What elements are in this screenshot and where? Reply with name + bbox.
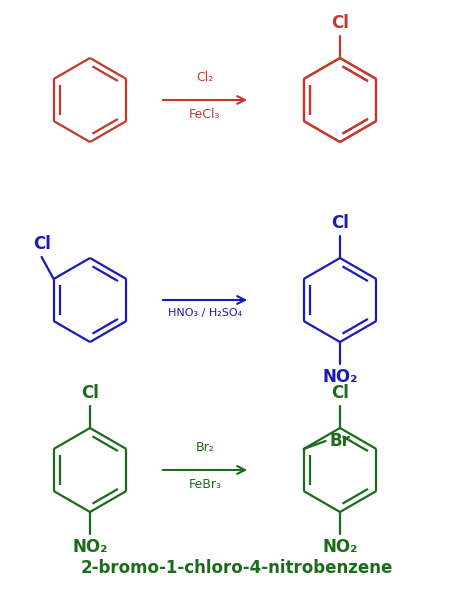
- Text: Cl: Cl: [331, 384, 349, 402]
- Text: Cl: Cl: [331, 214, 349, 232]
- Text: FeBr₃: FeBr₃: [189, 478, 221, 491]
- Text: Cl: Cl: [33, 235, 51, 253]
- Text: NO₂: NO₂: [73, 538, 108, 556]
- Text: Cl₂: Cl₂: [196, 71, 214, 84]
- Text: Cl: Cl: [81, 384, 99, 402]
- Text: Br: Br: [329, 432, 350, 450]
- Text: NO₂: NO₂: [322, 368, 358, 386]
- Text: Br₂: Br₂: [196, 441, 214, 454]
- Text: Cl: Cl: [331, 14, 349, 32]
- Text: 2-bromo-1-chloro-4-nitrobenzene: 2-bromo-1-chloro-4-nitrobenzene: [81, 559, 393, 577]
- Text: FeCl₃: FeCl₃: [189, 108, 221, 121]
- Text: NO₂: NO₂: [322, 538, 358, 556]
- Text: HNO₃ / H₂SO₄: HNO₃ / H₂SO₄: [168, 308, 242, 318]
